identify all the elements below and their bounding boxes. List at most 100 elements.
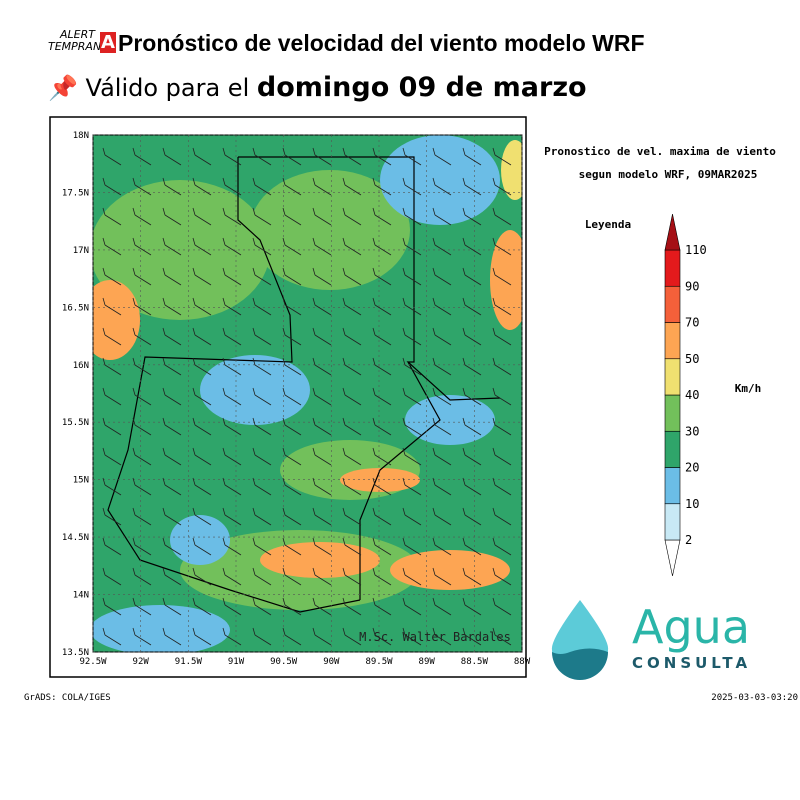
wind-barb	[402, 357, 422, 376]
wind-barb	[192, 237, 212, 256]
wind-barb	[402, 477, 422, 496]
wind-barb	[372, 327, 392, 346]
wind-barb	[102, 417, 122, 436]
wind-barb	[102, 477, 122, 496]
wind-barb	[432, 207, 452, 226]
wind-barb	[432, 357, 452, 376]
wind-barb	[192, 507, 212, 526]
brand-tagline: CONSULTA	[632, 654, 751, 672]
wind-barb	[222, 297, 242, 316]
wind-barb	[102, 567, 122, 586]
wind-barb	[432, 447, 452, 466]
wind-barb	[282, 207, 302, 226]
wind-barb	[282, 477, 302, 496]
wind-barb	[312, 417, 332, 436]
wind-barb	[102, 537, 122, 556]
wind-barb	[342, 447, 362, 466]
lat-label: 14.5N	[62, 533, 89, 543]
wind-barb	[492, 147, 512, 166]
subtitle-prefix: Válido para el	[85, 74, 250, 102]
wind-barb	[462, 447, 482, 466]
wind-barb	[312, 297, 332, 316]
wind-barb	[372, 507, 392, 526]
wind-barb	[252, 147, 272, 166]
wind-barb	[492, 357, 512, 376]
lon-label: 91W	[228, 657, 245, 667]
wind-barb	[462, 297, 482, 316]
wind-barb	[402, 327, 422, 346]
credit: M.Sc. Walter Bardales	[359, 630, 511, 644]
wind-barb	[252, 447, 272, 466]
title: Pronóstico de velocidad del viento model…	[118, 30, 645, 56]
wind-barb	[132, 297, 152, 316]
wind-barb	[492, 207, 512, 226]
colorbar-segment	[664, 322, 681, 360]
wind-barb	[372, 537, 392, 556]
wind-barb	[402, 147, 422, 166]
colorbar-label: 50	[685, 352, 699, 366]
wind-barb	[492, 237, 512, 256]
wind-barb	[402, 447, 422, 466]
wind-barb	[132, 267, 152, 286]
wind-barb	[162, 147, 182, 166]
wind-barb	[132, 537, 152, 556]
wind-field	[93, 135, 522, 652]
wind-barb	[492, 537, 512, 556]
wind-barb	[342, 627, 362, 646]
wind-barb	[162, 387, 182, 406]
wind-barb	[462, 237, 482, 256]
wind-barb	[162, 297, 182, 316]
lat-label: 18N	[73, 131, 89, 141]
wind-barb	[492, 327, 512, 346]
wind-barb	[252, 177, 272, 196]
wind-barb	[162, 477, 182, 496]
colorbar-segment	[664, 394, 681, 432]
wind-barb	[132, 237, 152, 256]
wind-barb	[372, 447, 392, 466]
wind-barb	[162, 207, 182, 226]
wind-barb	[132, 147, 152, 166]
wind-barb	[402, 237, 422, 256]
wind-barb	[282, 267, 302, 286]
wind-barb	[402, 417, 422, 436]
wind-barb	[132, 177, 152, 196]
lat-label: 14N	[73, 591, 89, 601]
lon-label: 88.5W	[461, 657, 489, 667]
wind-barb	[222, 507, 242, 526]
wind-barb	[222, 477, 242, 496]
wind-barb	[222, 357, 242, 376]
wind-barb	[342, 597, 362, 616]
lon-label: 91.5W	[175, 657, 203, 667]
wind-barb	[342, 237, 362, 256]
wind-barb	[312, 147, 332, 166]
wind-barb	[402, 387, 422, 406]
wind-barb	[162, 417, 182, 436]
wind-barb	[432, 477, 452, 496]
lat-label: 16.5N	[62, 303, 89, 313]
wind-barb	[282, 147, 302, 166]
wind-barb	[162, 357, 182, 376]
wind-barb	[462, 327, 482, 346]
colorbar-segment	[664, 503, 681, 541]
wind-barb	[372, 627, 392, 646]
wind-barb	[132, 597, 152, 616]
wind-barb	[102, 237, 122, 256]
wind-barb	[252, 537, 272, 556]
lat-label: 17.5N	[62, 188, 89, 198]
lon-label: 88W	[514, 657, 531, 667]
subtitle: 📌 Válido para el domingo 09 de marzo	[48, 72, 587, 103]
colorbar-label: 20	[685, 461, 699, 475]
wind-barb	[162, 537, 182, 556]
wind-barb	[192, 327, 212, 346]
wind-barb	[372, 267, 392, 286]
wind-barb	[192, 627, 212, 646]
wind-barb	[372, 177, 392, 196]
wind-barb	[162, 177, 182, 196]
plot-border	[92, 134, 523, 653]
wind-barb	[432, 237, 452, 256]
wind-barb	[312, 597, 332, 616]
wind-barb	[252, 417, 272, 436]
wind-barb	[492, 627, 512, 646]
wind-barb	[222, 267, 242, 286]
wind-barb	[432, 597, 452, 616]
